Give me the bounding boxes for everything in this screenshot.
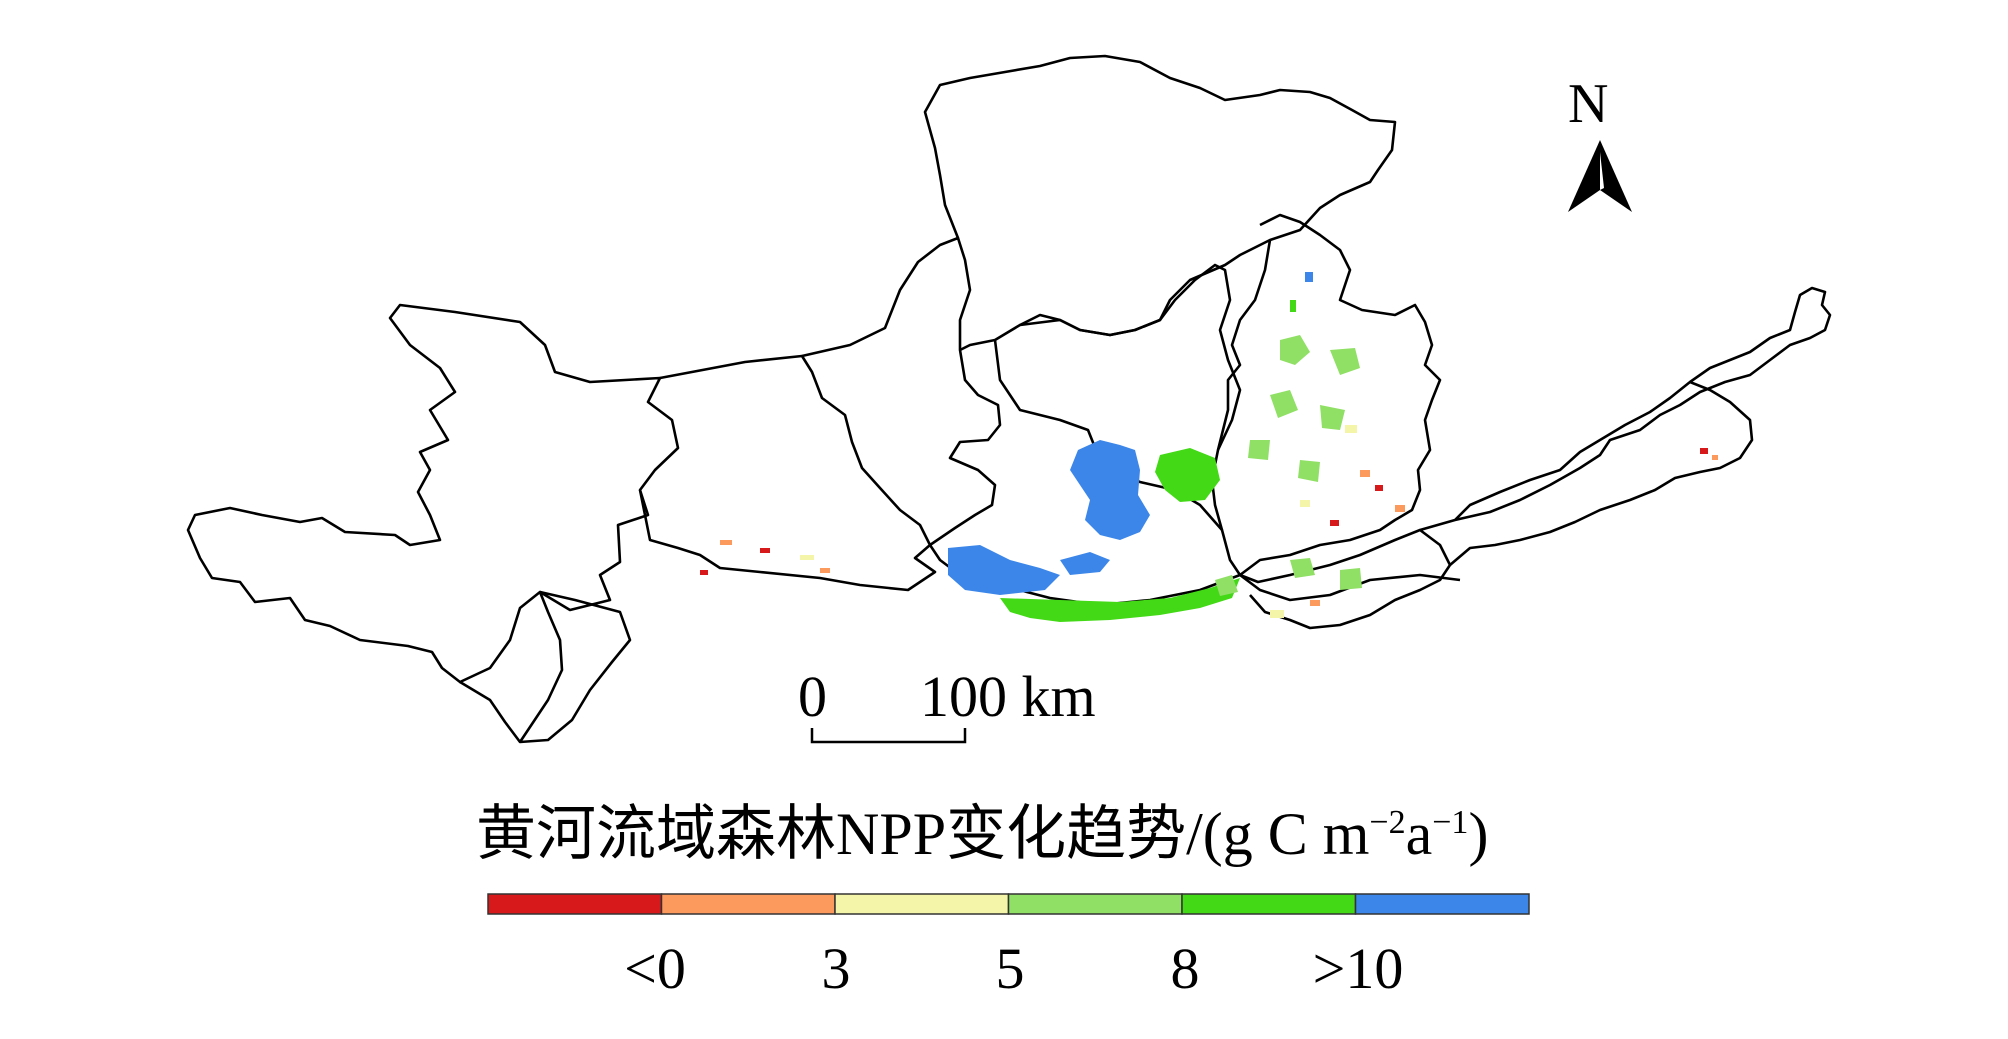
npp-blue-south <box>948 545 1060 595</box>
npp-patch <box>1320 405 1345 430</box>
legend-tick-0: <0 <box>624 936 686 1001</box>
legend-unit-end: ) <box>1468 801 1489 867</box>
npp-pixel <box>820 568 830 573</box>
npp-lightgreen-patches <box>1215 335 1362 596</box>
npp-pixel <box>1360 470 1370 477</box>
npp-pixel <box>1290 300 1296 312</box>
legend-swatch-0 <box>487 893 663 915</box>
legend-colorbar <box>487 893 1530 915</box>
legend-title: 黄河流域森林NPP变化趋势/(g C m−2a−1) <box>476 785 1488 872</box>
north-label: N <box>1568 73 1609 135</box>
scale-bar-line <box>810 728 967 744</box>
npp-patch <box>1270 390 1298 418</box>
npp-patch <box>1248 440 1270 460</box>
legend-swatch-3 <box>1007 893 1183 915</box>
npp-pixel <box>1375 485 1383 491</box>
boundary-qinghai <box>186 303 680 684</box>
north-arrow-left <box>1568 140 1600 212</box>
npp-blue-region <box>1070 440 1150 540</box>
boundary-southwest-lobe <box>459 590 632 744</box>
boundary-shandong <box>1419 286 1832 532</box>
npp-patch <box>1290 558 1315 578</box>
legend-tick-1: 3 <box>821 936 851 1001</box>
npp-green-south-band <box>1000 578 1240 622</box>
north-arrow-highlight <box>1600 152 1604 190</box>
npp-pixel <box>1310 600 1320 606</box>
npp-patch <box>1340 568 1362 590</box>
legend-swatch-2 <box>834 893 1010 915</box>
npp-scatter-pixels <box>700 272 1718 618</box>
boundary-shanxi-inner <box>1216 239 1272 451</box>
npp-pixel <box>1300 500 1310 507</box>
boundary-shanxi <box>1239 213 1442 577</box>
legend-swatch-5 <box>1354 893 1530 915</box>
north-arrow-right <box>1600 140 1632 212</box>
legend-swatch-1 <box>660 893 836 915</box>
legend-unit-mid: a <box>1405 801 1433 867</box>
legend-tick-4: >10 <box>1312 936 1404 1001</box>
boundary-ningxia <box>801 236 1002 547</box>
province-boundaries <box>186 54 1832 744</box>
npp-patch <box>1330 348 1360 375</box>
npp-patch <box>1280 335 1310 365</box>
legend-unit-sup-2: −1 <box>1432 804 1469 841</box>
npp-blue-strip <box>1060 552 1110 575</box>
npp-patch <box>1298 460 1320 482</box>
npp-pixel <box>1270 610 1284 618</box>
scale-end-label: 100 km <box>920 664 1096 729</box>
boundary-inner-mongolia <box>923 54 1397 352</box>
npp-pixel <box>760 548 770 553</box>
boundary-southwest-inner <box>518 591 564 743</box>
boundary-henan <box>1239 528 1452 630</box>
npp-pixel <box>1395 505 1405 512</box>
legend-swatch-4 <box>1181 893 1357 915</box>
npp-pixel <box>1305 272 1313 282</box>
boundary-shandong-inner <box>1449 380 1754 566</box>
legend-unit-sup-1: −2 <box>1369 804 1406 841</box>
scale-bar <box>810 728 967 744</box>
npp-pixel <box>1700 448 1708 454</box>
npp-green-ningxia <box>1155 448 1220 502</box>
legend-tick-2: 5 <box>995 936 1025 1001</box>
npp-pixel <box>1712 455 1718 460</box>
npp-patch <box>1215 575 1238 596</box>
npp-pixel <box>1330 520 1339 526</box>
legend-tick-3: 8 <box>1170 936 1200 1001</box>
npp-pixel <box>1345 425 1357 433</box>
npp-trend-raster <box>700 272 1718 622</box>
npp-pixel <box>720 540 732 545</box>
north-arrow <box>1568 140 1632 212</box>
legend-title-text: 黄河流域森林NPP变化趋势/(g C m <box>476 801 1370 867</box>
npp-pixel <box>700 570 708 575</box>
scale-start-label: 0 <box>798 664 827 729</box>
npp-pixel <box>800 555 814 560</box>
boundary-gansu <box>638 354 937 592</box>
